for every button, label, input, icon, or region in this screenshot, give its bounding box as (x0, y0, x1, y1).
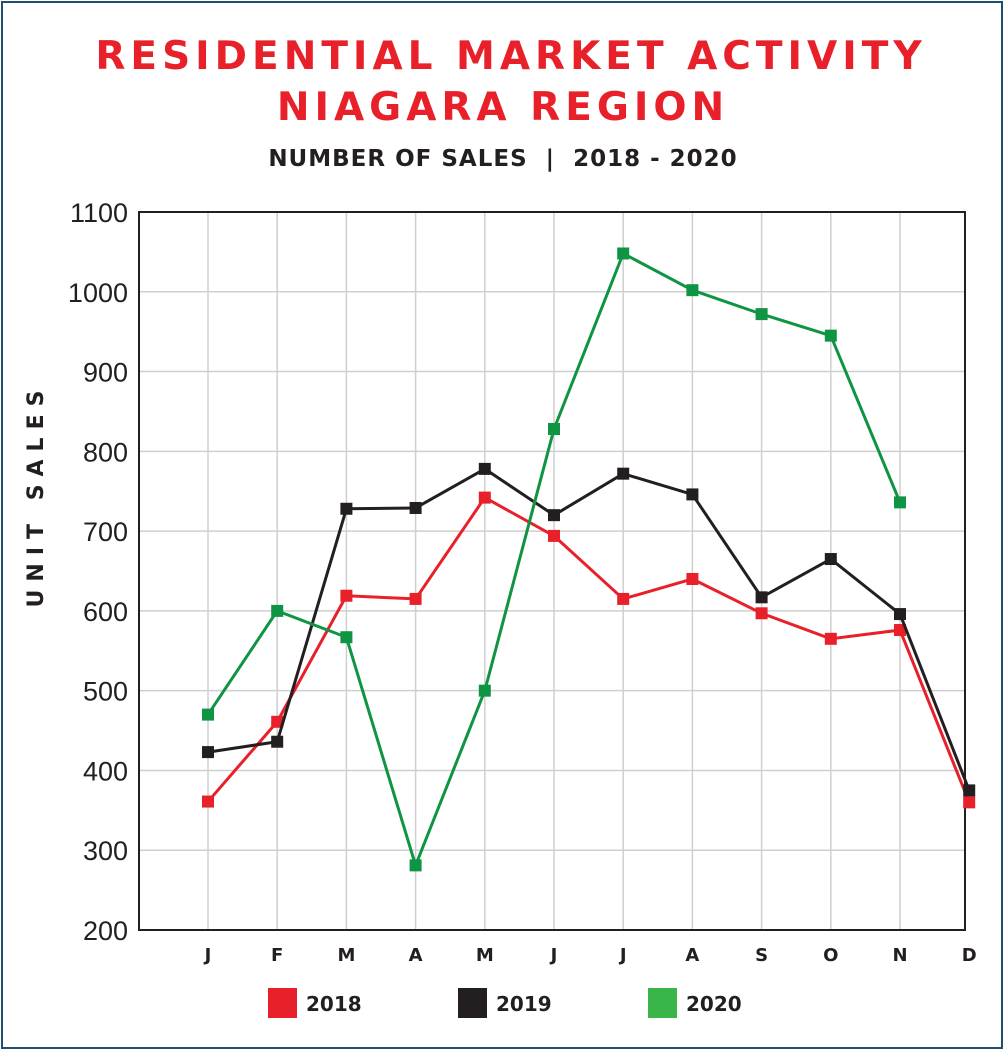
series-line-2018 (206, 496, 971, 803)
data-point-2020 (894, 496, 906, 509)
data-point-2019 (271, 735, 284, 748)
data-point-2018 (340, 589, 353, 602)
data-point-2019 (894, 608, 906, 621)
legend-swatch-2019 (458, 988, 487, 1018)
data-point-2019 (478, 462, 491, 475)
y-tick-label: 900 (83, 358, 128, 388)
data-point-2019 (409, 501, 422, 514)
x-tick-label: F (271, 945, 283, 966)
data-point-2020 (686, 284, 699, 297)
series-2019 (202, 462, 976, 797)
data-point-2018 (548, 529, 560, 542)
data-point-2020 (271, 604, 284, 617)
y-tick-label: 600 (83, 597, 128, 627)
data-point-2019 (824, 553, 837, 566)
data-point-2018 (894, 624, 906, 637)
data-point-2018 (963, 796, 976, 809)
data-point-2018 (409, 592, 422, 605)
data-point-2019 (340, 502, 353, 515)
x-tick-label: S (755, 945, 768, 966)
data-point-2020 (548, 422, 560, 435)
x-tick-label: N (892, 945, 907, 966)
data-point-2018 (755, 607, 768, 620)
y-axis-label: UNIT SALES (24, 383, 49, 608)
y-axis-ticks: 200 300 400 500 600 700 800 900 1000 1100 (68, 198, 128, 946)
x-tick-label: O (823, 945, 838, 966)
data-point-2020 (409, 859, 422, 872)
x-tick-label: D (962, 945, 977, 966)
series-2020 (202, 247, 906, 872)
x-tick-label: M (476, 945, 494, 966)
data-point-2020 (617, 247, 630, 260)
y-tick-label: 300 (83, 836, 128, 866)
x-tick-label: J (549, 945, 558, 966)
y-tick-label: 200 (83, 916, 128, 946)
data-point-2020 (340, 631, 353, 644)
series-lines (202, 247, 976, 872)
chart-title-line-2: NIAGARA REGION (276, 85, 730, 130)
data-point-2018 (617, 592, 630, 605)
data-point-2020 (478, 684, 491, 697)
data-point-2020 (755, 308, 768, 321)
x-tick-label: A (685, 945, 699, 966)
data-point-2020 (202, 708, 214, 721)
x-tick-label: J (203, 945, 212, 966)
data-point-2018 (686, 572, 699, 585)
series-line-2019 (207, 467, 971, 791)
x-tick-label: J (618, 945, 627, 966)
legend-label-2019: 2019 (496, 992, 552, 1016)
legend-label-2018: 2018 (306, 992, 362, 1016)
data-point-2018 (271, 715, 284, 728)
series-2018 (202, 491, 976, 809)
legend-swatch-2018 (268, 988, 297, 1018)
y-tick-label: 400 (83, 756, 128, 786)
data-point-2018 (478, 491, 491, 504)
data-point-2019 (963, 784, 976, 797)
y-tick-label: 1000 (68, 278, 128, 308)
data-point-2019 (548, 509, 560, 522)
x-tick-label: M (337, 945, 355, 966)
y-tick-label: 500 (83, 677, 128, 707)
data-point-2019 (617, 467, 630, 480)
data-point-2018 (824, 632, 837, 645)
chart-title-line-1: RESIDENTIAL MARKET ACTIVITY (95, 34, 927, 79)
data-point-2019 (686, 488, 699, 501)
data-point-2019 (755, 591, 768, 604)
grid-lines (139, 212, 965, 930)
y-tick-label: 800 (83, 437, 128, 467)
plot-area-border (138, 211, 966, 931)
y-tick-label: 1100 (70, 198, 128, 228)
legend-swatch-2020 (648, 988, 677, 1018)
data-point-2018 (202, 795, 214, 808)
data-point-2020 (824, 329, 837, 342)
x-tick-label: A (409, 945, 423, 966)
y-tick-label: 700 (83, 517, 128, 547)
data-point-2019 (202, 746, 214, 759)
legend-label-2020: 2020 (686, 992, 742, 1016)
chart-subtitle: NUMBER OF SALES | 2018 - 2020 (268, 146, 738, 172)
legend: 2018 2019 2020 (268, 988, 742, 1018)
